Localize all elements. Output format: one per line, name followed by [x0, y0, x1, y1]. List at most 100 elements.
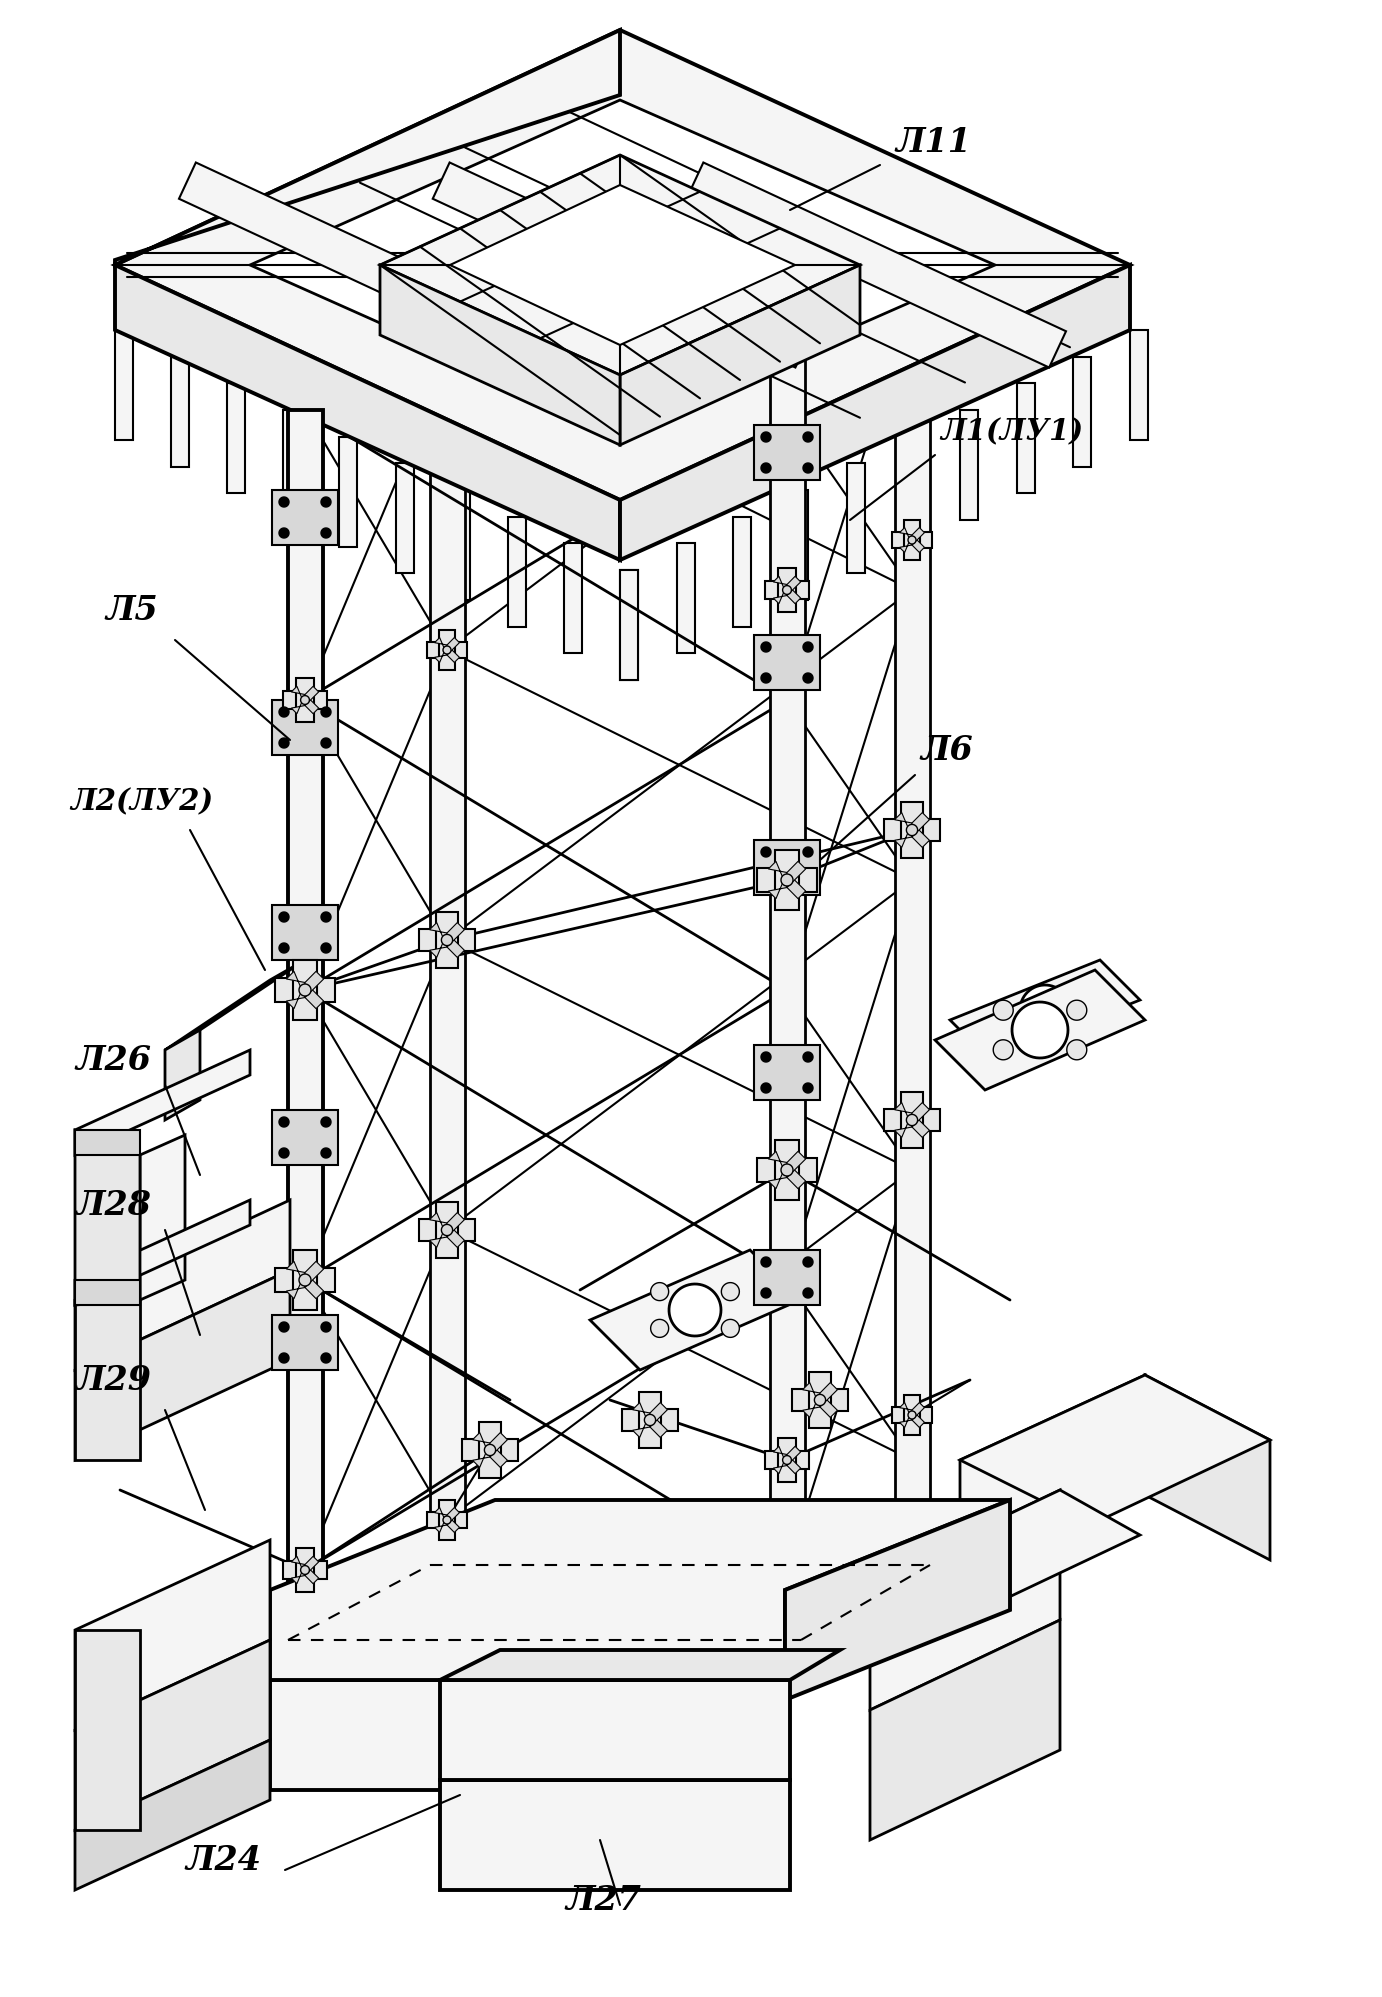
Polygon shape: [444, 645, 451, 653]
Text: Л1(ЛУ1): Л1(ЛУ1): [940, 417, 1083, 445]
Polygon shape: [305, 1272, 323, 1298]
Polygon shape: [721, 1282, 739, 1300]
Polygon shape: [803, 1288, 813, 1298]
Polygon shape: [419, 929, 475, 951]
Polygon shape: [427, 641, 467, 657]
Polygon shape: [894, 1112, 912, 1138]
Polygon shape: [279, 527, 289, 537]
Polygon shape: [650, 1402, 668, 1428]
Polygon shape: [321, 943, 332, 953]
Polygon shape: [272, 489, 339, 545]
Polygon shape: [908, 1412, 916, 1420]
Polygon shape: [269, 1500, 1010, 1679]
Polygon shape: [651, 1320, 669, 1338]
Polygon shape: [721, 1320, 739, 1338]
Polygon shape: [115, 266, 621, 559]
Polygon shape: [439, 1779, 791, 1889]
Polygon shape: [435, 913, 459, 969]
Polygon shape: [293, 1250, 316, 1310]
Polygon shape: [301, 695, 310, 705]
Polygon shape: [994, 1040, 1013, 1060]
Polygon shape: [419, 1218, 475, 1242]
Polygon shape: [279, 1148, 289, 1158]
Polygon shape: [292, 1556, 305, 1576]
Polygon shape: [269, 1679, 785, 1789]
Polygon shape: [907, 1114, 918, 1126]
Polygon shape: [1146, 1376, 1270, 1560]
Polygon shape: [439, 629, 455, 671]
Polygon shape: [75, 1300, 140, 1460]
Polygon shape: [900, 1410, 912, 1428]
Polygon shape: [1130, 330, 1148, 439]
Polygon shape: [272, 905, 339, 961]
Text: Л2(ЛУ2): Л2(ЛУ2): [70, 787, 213, 817]
Polygon shape: [904, 1396, 920, 1436]
Polygon shape: [803, 641, 813, 651]
Polygon shape: [621, 569, 638, 681]
Polygon shape: [272, 701, 339, 755]
Polygon shape: [766, 581, 808, 599]
Polygon shape: [774, 585, 786, 603]
Polygon shape: [761, 847, 771, 857]
Polygon shape: [491, 1444, 507, 1468]
Polygon shape: [279, 497, 289, 507]
Polygon shape: [564, 543, 582, 653]
Polygon shape: [279, 707, 289, 717]
Polygon shape: [434, 645, 446, 663]
Polygon shape: [446, 637, 459, 655]
Polygon shape: [871, 1620, 1060, 1839]
Polygon shape: [847, 463, 865, 573]
Polygon shape: [775, 851, 799, 911]
Polygon shape: [803, 673, 813, 683]
Polygon shape: [949, 961, 1140, 1060]
Polygon shape: [279, 1322, 289, 1332]
Polygon shape: [761, 879, 771, 889]
Polygon shape: [283, 691, 328, 709]
Polygon shape: [305, 971, 323, 997]
Polygon shape: [75, 1540, 269, 1729]
Polygon shape: [894, 1102, 912, 1126]
Polygon shape: [1067, 1000, 1086, 1020]
Polygon shape: [734, 517, 752, 627]
Polygon shape: [633, 1414, 650, 1438]
Polygon shape: [768, 861, 786, 887]
Polygon shape: [901, 1092, 923, 1148]
Polygon shape: [1067, 1040, 1086, 1060]
Polygon shape: [761, 641, 771, 651]
Polygon shape: [286, 1272, 305, 1298]
Polygon shape: [1012, 1002, 1068, 1058]
Polygon shape: [761, 1256, 771, 1266]
Polygon shape: [164, 1030, 200, 1120]
Polygon shape: [960, 1376, 1146, 1576]
Polygon shape: [786, 873, 806, 899]
Polygon shape: [814, 1394, 825, 1406]
Polygon shape: [434, 1516, 446, 1532]
Polygon shape: [321, 739, 332, 749]
Polygon shape: [446, 1516, 459, 1532]
Polygon shape: [491, 1432, 507, 1458]
Polygon shape: [299, 1274, 311, 1286]
Polygon shape: [786, 577, 800, 595]
Polygon shape: [761, 463, 771, 473]
Text: Л26: Л26: [75, 1044, 151, 1076]
Polygon shape: [441, 1224, 452, 1236]
Polygon shape: [446, 1212, 464, 1236]
Polygon shape: [621, 569, 638, 681]
Polygon shape: [305, 1556, 319, 1576]
Polygon shape: [782, 585, 792, 595]
Polygon shape: [75, 1739, 269, 1889]
Polygon shape: [1020, 985, 1070, 1034]
Polygon shape: [430, 923, 446, 947]
Polygon shape: [803, 1382, 820, 1408]
Polygon shape: [774, 577, 786, 595]
Polygon shape: [286, 971, 305, 997]
Polygon shape: [75, 1130, 140, 1154]
Polygon shape: [430, 1222, 446, 1248]
Polygon shape: [430, 933, 446, 957]
Polygon shape: [441, 935, 452, 947]
Polygon shape: [380, 156, 860, 375]
Polygon shape: [912, 1102, 930, 1126]
Polygon shape: [75, 1200, 250, 1304]
Polygon shape: [478, 1422, 502, 1478]
Polygon shape: [650, 1414, 668, 1438]
